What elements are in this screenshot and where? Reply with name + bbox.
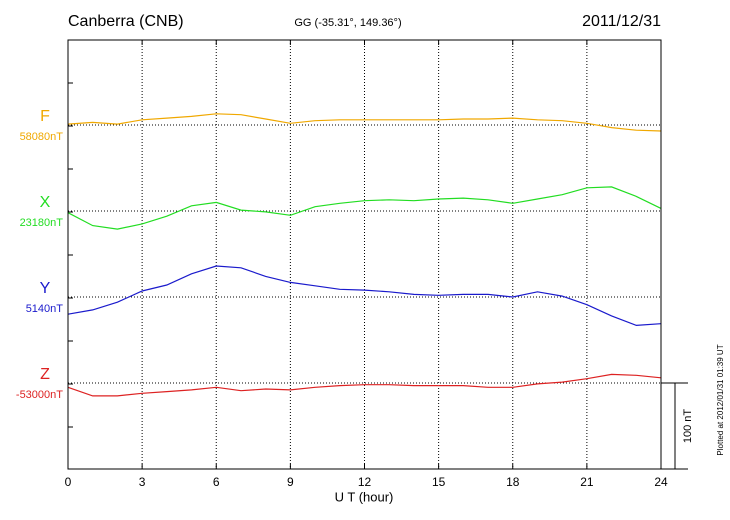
x-tick-label: 24: [654, 475, 668, 489]
legend-label: F: [40, 108, 50, 125]
baseline-label: 5140nT: [26, 303, 64, 315]
x-tick-label: 12: [358, 475, 372, 489]
footnote: Plotted at 2012/01/31 01:39 UT: [716, 344, 725, 455]
plot-frame: [67, 39, 662, 470]
x-tick-label: 15: [432, 475, 446, 489]
legend-label: Z: [40, 366, 50, 383]
x-tick-label: 21: [580, 475, 594, 489]
scale-bar-label: 100 nT: [682, 409, 694, 444]
chart-title: Canberra (CNB): [68, 13, 184, 30]
x-tick-label: 0: [65, 475, 72, 489]
chart-subtitle: GG (-35.31°, 149.36°): [294, 17, 401, 29]
baseline-label: 58080nT: [20, 131, 64, 143]
x-tick-label: 18: [506, 475, 520, 489]
baseline-label: -53000nT: [16, 389, 63, 401]
baseline-label: 23180nT: [20, 217, 64, 229]
series-line: [67, 186, 662, 230]
chart-date: 2011/12/31: [582, 13, 661, 30]
x-tick-label: 6: [213, 475, 220, 489]
x-axis-label: U T (hour): [335, 489, 394, 504]
series-line: [67, 113, 662, 132]
legend-label: Y: [40, 280, 51, 297]
x-tick-label: 3: [139, 475, 146, 489]
series-line: [67, 373, 662, 397]
series-line: [67, 265, 662, 327]
legend-label: X: [40, 194, 51, 211]
x-tick-label: 9: [287, 475, 294, 489]
